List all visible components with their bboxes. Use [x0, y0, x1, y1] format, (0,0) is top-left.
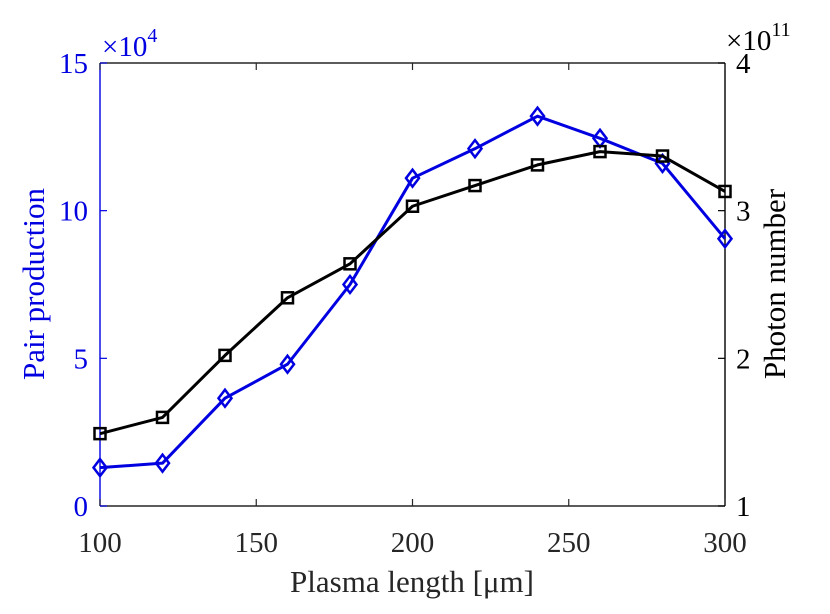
series-line	[99, 150, 726, 436]
data-point-square	[655, 149, 670, 163]
data-point-diamond	[216, 387, 234, 409]
data-point-square	[155, 410, 170, 425]
x-tick-label: 100	[78, 527, 122, 559]
y-right-exponent-base: ×10	[726, 25, 771, 57]
y-left-tick-label: 0	[74, 491, 89, 523]
data-point-square	[93, 426, 107, 441]
series-pair-production	[91, 105, 734, 479]
y-left-exponent-base: ×10	[102, 31, 147, 63]
x-tick-label: 250	[547, 527, 591, 559]
data-point-diamond	[341, 273, 359, 296]
y-right-axis-label: Photon number	[757, 188, 792, 379]
data-point-diamond	[404, 167, 421, 189]
x-axis-label: Plasma length [μm]	[290, 564, 534, 599]
x-tick-label: 300	[703, 527, 747, 559]
data-point-square	[280, 291, 295, 305]
series-line	[99, 114, 727, 470]
y-left-tick-label: 5	[74, 343, 89, 375]
data-point-square	[718, 184, 732, 199]
data-point-square	[593, 144, 607, 159]
ticks-layer: 100 150 200 250 300 0 5 10 15 1 2 3 4	[59, 48, 751, 559]
y-left-axis-label: Pair production	[16, 188, 51, 380]
data-point-square	[218, 348, 232, 363]
y-right-tick-label: 3	[736, 196, 751, 228]
series-photon-number	[93, 144, 732, 441]
x-tick-label: 150	[235, 527, 279, 559]
y-left-exponent-power: 4	[147, 25, 157, 47]
data-point-square	[343, 257, 357, 271]
data-point-square	[530, 158, 545, 172]
y-right-tick-label: 4	[736, 48, 751, 80]
data-point-diamond	[154, 452, 171, 474]
y-left-tick-label: 15	[59, 48, 88, 80]
y-left-exponent: ×104	[102, 25, 157, 63]
series-layer	[91, 105, 734, 479]
data-point-diamond	[466, 138, 484, 160]
plot-frame	[99, 62, 726, 507]
y-left-tick-label: 10	[59, 196, 88, 228]
y-right-tick-label: 1	[736, 491, 751, 523]
data-point-square	[405, 199, 420, 213]
y-right-exponent-power: 11	[771, 19, 790, 41]
y-right-exponent: ×1011	[726, 19, 791, 57]
data-point-diamond	[529, 105, 546, 127]
data-point-diamond	[279, 353, 296, 375]
y-right-tick-label: 2	[736, 343, 751, 375]
data-point-square	[468, 178, 482, 193]
data-point-diamond	[716, 228, 734, 250]
data-point-diamond	[91, 457, 109, 479]
x-tick-label: 200	[391, 527, 435, 559]
